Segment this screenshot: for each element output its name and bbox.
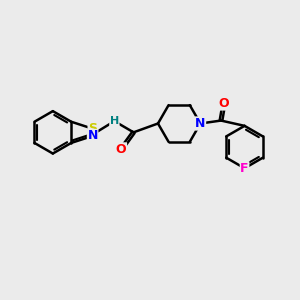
Text: N: N	[195, 117, 206, 130]
Text: O: O	[116, 143, 127, 156]
Text: F: F	[240, 162, 249, 175]
Text: N: N	[87, 130, 98, 142]
Text: O: O	[219, 97, 229, 110]
Text: H: H	[110, 116, 119, 126]
Text: S: S	[88, 122, 97, 135]
